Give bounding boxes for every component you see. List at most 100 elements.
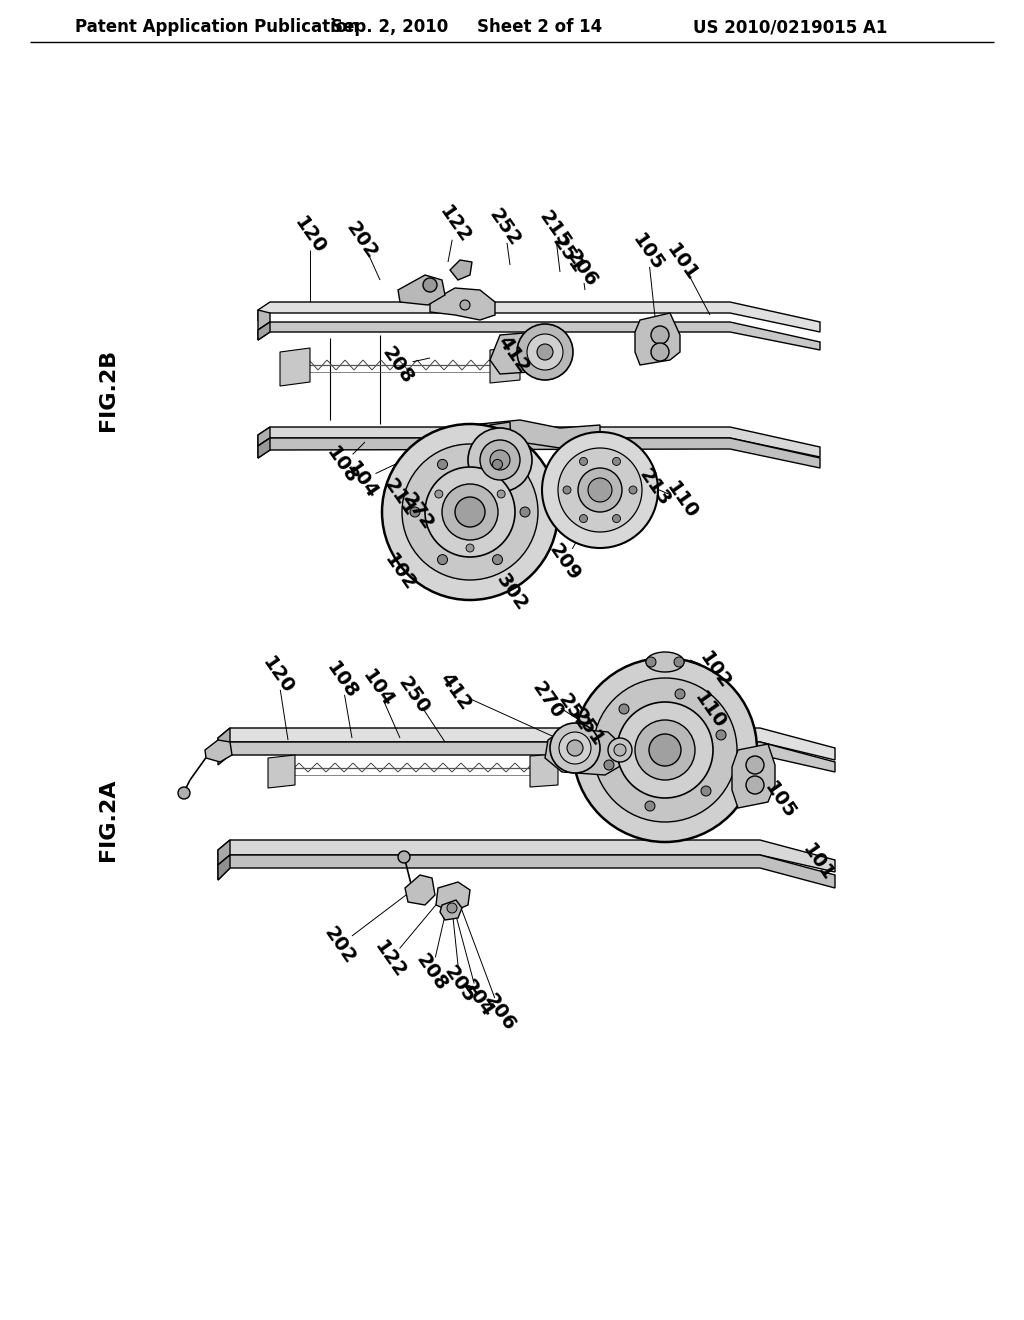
Circle shape [649, 734, 681, 766]
Text: 108: 108 [323, 657, 361, 702]
Circle shape [578, 469, 622, 512]
Text: 122: 122 [435, 203, 474, 247]
Circle shape [588, 478, 612, 502]
Text: FIG.2A: FIG.2A [98, 779, 118, 861]
Circle shape [517, 323, 573, 380]
Circle shape [608, 738, 632, 762]
Circle shape [537, 345, 553, 360]
Circle shape [402, 444, 538, 579]
Text: 105: 105 [761, 777, 800, 822]
Circle shape [629, 486, 637, 494]
Text: 252: 252 [554, 690, 594, 735]
Polygon shape [258, 438, 820, 469]
Text: 251: 251 [568, 706, 607, 750]
Text: Patent Application Publication: Patent Application Publication [75, 18, 359, 36]
Polygon shape [490, 330, 570, 374]
Circle shape [746, 756, 764, 774]
Text: FIG.2B: FIG.2B [98, 348, 118, 432]
Circle shape [398, 851, 410, 863]
Text: 412: 412 [494, 333, 532, 378]
Circle shape [382, 424, 558, 601]
Circle shape [498, 490, 505, 498]
Circle shape [490, 450, 510, 470]
Text: 302: 302 [493, 570, 531, 614]
Circle shape [716, 730, 726, 741]
Text: 250: 250 [394, 673, 433, 717]
Text: 272: 272 [398, 490, 437, 535]
Text: 120: 120 [259, 653, 297, 697]
Circle shape [466, 544, 474, 552]
Circle shape [645, 801, 655, 810]
Text: 102: 102 [695, 648, 734, 692]
Ellipse shape [646, 652, 684, 672]
Circle shape [567, 741, 583, 756]
Polygon shape [436, 882, 470, 912]
Text: 120: 120 [291, 213, 330, 257]
Circle shape [618, 704, 629, 714]
Polygon shape [490, 347, 520, 383]
Polygon shape [440, 900, 462, 920]
Text: 211: 211 [381, 475, 420, 520]
Circle shape [425, 467, 515, 557]
Circle shape [612, 458, 621, 466]
Circle shape [423, 279, 437, 292]
Circle shape [604, 760, 614, 770]
Text: 110: 110 [690, 688, 729, 733]
Text: 412: 412 [435, 669, 474, 714]
Polygon shape [635, 313, 680, 366]
Polygon shape [218, 729, 835, 760]
Circle shape [580, 458, 588, 466]
Text: 206: 206 [480, 990, 519, 1034]
Circle shape [527, 334, 563, 370]
Circle shape [674, 657, 684, 667]
Polygon shape [470, 420, 600, 447]
Circle shape [455, 498, 485, 527]
Circle shape [435, 490, 442, 498]
Text: 202: 202 [321, 923, 359, 968]
Polygon shape [258, 302, 820, 333]
Circle shape [635, 719, 695, 780]
Text: 215: 215 [536, 207, 574, 252]
Circle shape [460, 300, 470, 310]
Polygon shape [205, 741, 232, 762]
Circle shape [675, 689, 685, 700]
Polygon shape [218, 840, 230, 865]
Circle shape [480, 440, 520, 480]
Text: 270: 270 [528, 678, 567, 722]
Circle shape [550, 723, 600, 774]
Circle shape [559, 733, 591, 764]
Polygon shape [218, 855, 230, 880]
Circle shape [437, 554, 447, 565]
Polygon shape [430, 288, 495, 319]
Circle shape [593, 678, 737, 822]
Circle shape [746, 776, 764, 795]
Circle shape [646, 657, 656, 667]
Polygon shape [258, 438, 270, 458]
Text: 213: 213 [636, 466, 675, 510]
Text: 104: 104 [358, 665, 397, 710]
Text: 206: 206 [562, 246, 601, 290]
Circle shape [701, 785, 711, 796]
Polygon shape [258, 426, 270, 446]
Text: 110: 110 [663, 478, 701, 523]
Circle shape [614, 744, 626, 756]
Polygon shape [488, 422, 512, 480]
Polygon shape [450, 260, 472, 280]
Polygon shape [218, 729, 230, 752]
Text: 202: 202 [343, 218, 381, 263]
Text: 251: 251 [549, 232, 588, 277]
Text: 252: 252 [485, 206, 524, 251]
Text: 101: 101 [663, 240, 701, 284]
Polygon shape [258, 322, 270, 341]
Polygon shape [218, 742, 835, 772]
Text: 209: 209 [546, 540, 585, 583]
Circle shape [617, 702, 713, 799]
Text: 108: 108 [323, 444, 361, 487]
Polygon shape [258, 426, 820, 457]
Circle shape [493, 554, 503, 565]
Circle shape [447, 903, 457, 913]
Polygon shape [406, 875, 435, 906]
Polygon shape [218, 855, 835, 888]
Polygon shape [530, 754, 558, 787]
Circle shape [563, 486, 571, 494]
